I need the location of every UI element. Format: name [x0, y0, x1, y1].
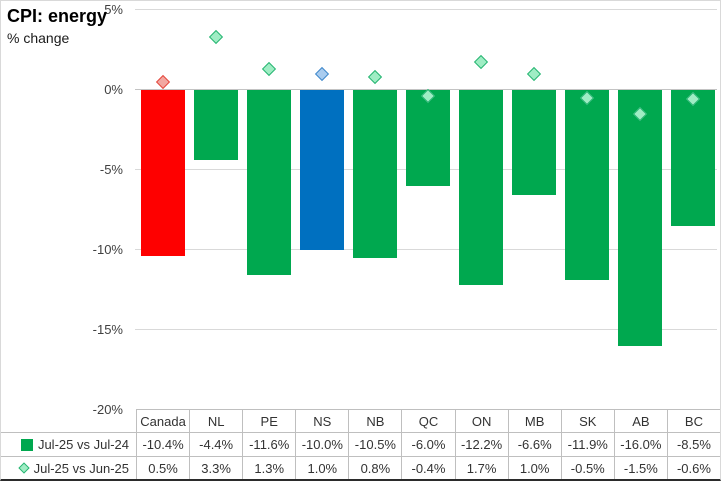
- table-cell: -10.0%: [295, 432, 349, 456]
- table-cell: -11.6%: [242, 432, 296, 456]
- table-header-cell: BC: [666, 409, 720, 432]
- table-cell: 3.3%: [189, 456, 243, 479]
- table-cell: -6.0%: [401, 432, 455, 456]
- table-header-cell: SK: [560, 409, 614, 432]
- y-axis-tick-label: 0%: [104, 81, 123, 97]
- y-axis-tick-label: 5%: [104, 1, 123, 17]
- diamond-icon: [17, 462, 30, 474]
- bar-nl: [193, 89, 238, 160]
- bar-mb: [512, 89, 557, 196]
- table-cell: -6.6%: [507, 432, 561, 456]
- table-cell: -8.5%: [666, 432, 720, 456]
- legend-item: Jul-25 vs Jun-25: [1, 456, 136, 479]
- bar-ab: [618, 89, 663, 346]
- table-header-cell: PE: [242, 409, 296, 432]
- table-header-cell: AB: [613, 409, 667, 432]
- table-header-cell: NB: [348, 409, 402, 432]
- table-header-cell: Canada: [136, 409, 190, 432]
- table-cell: -1.5%: [613, 456, 667, 479]
- gridline: [135, 329, 717, 330]
- bar-qc: [406, 89, 450, 186]
- table-cell: -0.6%: [666, 456, 720, 479]
- table-cell: -10.4%: [136, 432, 190, 456]
- table-header-cell: ON: [454, 409, 508, 432]
- table-cell: 1.0%: [507, 456, 561, 479]
- table-cell: 0.8%: [348, 456, 402, 479]
- table-cell: -0.5%: [560, 456, 614, 479]
- marker-ns-diamond-icon: [314, 66, 329, 81]
- chart-data-table: Canada NL PE NS NB QC ON MB SK AB BC Jul-25 vs Jul-…: [1, 409, 720, 479]
- table-cell: -10.5%: [348, 432, 402, 456]
- marker-pe-diamond-icon: [261, 61, 276, 76]
- legend-item: Jul-25 vs Jul-24: [1, 432, 136, 456]
- marker-nl-diamond-icon: [208, 29, 223, 44]
- gridline: [135, 249, 717, 250]
- bar-canada: [140, 89, 185, 256]
- marker-nb-diamond-icon: [367, 69, 382, 84]
- table-cell: -12.2%: [454, 432, 508, 456]
- table-corner-cell: [1, 409, 136, 432]
- y-axis-tick-label: -5%: [99, 161, 123, 177]
- table-header-cell: NS: [295, 409, 349, 432]
- square-icon: [20, 438, 33, 451]
- bar-bc: [671, 89, 716, 226]
- bar-ns: [299, 89, 344, 250]
- y-axis-tick-label: -20%: [92, 401, 123, 417]
- legend-label: Jul-25 vs Jun-25: [33, 460, 129, 476]
- table-cell: 0.5%: [136, 456, 190, 479]
- legend-label: Jul-25 vs Jul-24: [37, 437, 129, 452]
- table-cell: 1.0%: [295, 456, 349, 479]
- table-cell: -4.4%: [189, 432, 243, 456]
- table-cell: -16.0%: [613, 432, 667, 456]
- table-cell: 1.3%: [242, 456, 296, 479]
- marker-on-diamond-icon: [474, 55, 489, 70]
- table-cell: 1.7%: [454, 456, 508, 479]
- marker-canada-diamond-icon: [155, 74, 170, 89]
- table-header-cell: MB: [507, 409, 561, 432]
- page-title: CPI: energy: [7, 6, 108, 26]
- table-cell: -0.4%: [401, 456, 455, 479]
- bar-sk: [565, 89, 610, 280]
- y-axis-title: % change: [7, 30, 70, 46]
- bar-nb: [352, 89, 397, 258]
- bar-pe: [246, 89, 291, 276]
- marker-mb-diamond-icon: [527, 66, 542, 81]
- bar-on: [459, 89, 504, 285]
- table-header-cell: NL: [189, 409, 243, 432]
- table-header-cell: QC: [401, 409, 455, 432]
- table-cell: -11.9%: [560, 432, 614, 456]
- y-axis-tick-label: -10%: [92, 241, 123, 257]
- gridline: [135, 9, 717, 10]
- y-axis-tick-label: -15%: [92, 321, 123, 337]
